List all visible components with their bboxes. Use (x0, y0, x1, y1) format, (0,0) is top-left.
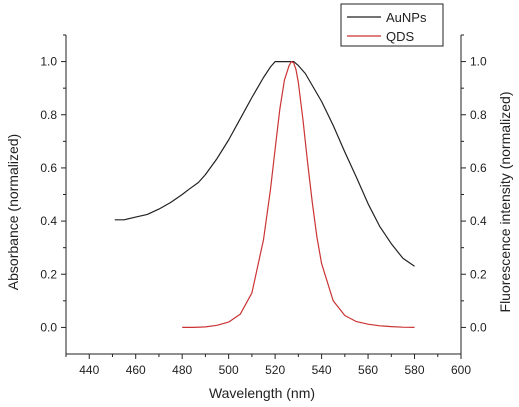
x-tick-label: 520 (265, 363, 285, 377)
left-y-axis-ticks: 0.0 0.2 0.4 0.6 0.8 1.0 (40, 34, 66, 334)
x-axis-ticks: 440 460 480 500 520 540 560 580 600 (65, 354, 471, 377)
right-y-axis-ticks: 0.0 0.2 0.4 0.6 0.8 1.0 (461, 34, 487, 334)
right-y-tick-label: 0.4 (470, 214, 487, 228)
legend-label: QDS (386, 29, 415, 44)
legend: AuNPs QDS (340, 3, 444, 47)
x-tick-label: 560 (358, 363, 378, 377)
left-y-axis-title: Absorbance (normalized) (5, 134, 21, 290)
x-tick-label: 580 (405, 363, 425, 377)
x-tick-label: 540 (312, 363, 332, 377)
right-y-tick-label: 0.2 (470, 267, 487, 281)
series-line-qds (182, 60, 415, 328)
right-y-tick-label: 0.8 (470, 108, 487, 122)
series-line-aunps (114, 60, 415, 267)
right-y-tick-label: 0.6 (470, 161, 487, 175)
plot-frame (65, 35, 462, 355)
left-y-tick-label: 0.0 (40, 320, 57, 334)
right-y-tick-label: 1.0 (470, 55, 487, 69)
legend-box (340, 3, 444, 47)
x-tick-label: 480 (172, 363, 192, 377)
left-y-tick-label: 0.6 (40, 161, 57, 175)
left-y-tick-label: 0.4 (40, 214, 57, 228)
x-tick-label: 440 (79, 363, 99, 377)
left-y-tick-label: 1.0 (40, 55, 57, 69)
x-axis-title: Wavelength (nm) (209, 385, 315, 401)
series-layer (114, 60, 415, 328)
right-y-axis-title: Fluorescence intensity (normalized) (497, 92, 513, 313)
x-tick-label: 500 (219, 363, 239, 377)
left-y-tick-label: 0.8 (40, 108, 57, 122)
legend-label: AuNPs (386, 10, 427, 25)
left-y-tick-label: 0.2 (40, 267, 57, 281)
x-tick-label: 460 (126, 363, 146, 377)
right-y-tick-label: 0.0 (470, 320, 487, 334)
x-tick-label: 600 (451, 363, 471, 377)
